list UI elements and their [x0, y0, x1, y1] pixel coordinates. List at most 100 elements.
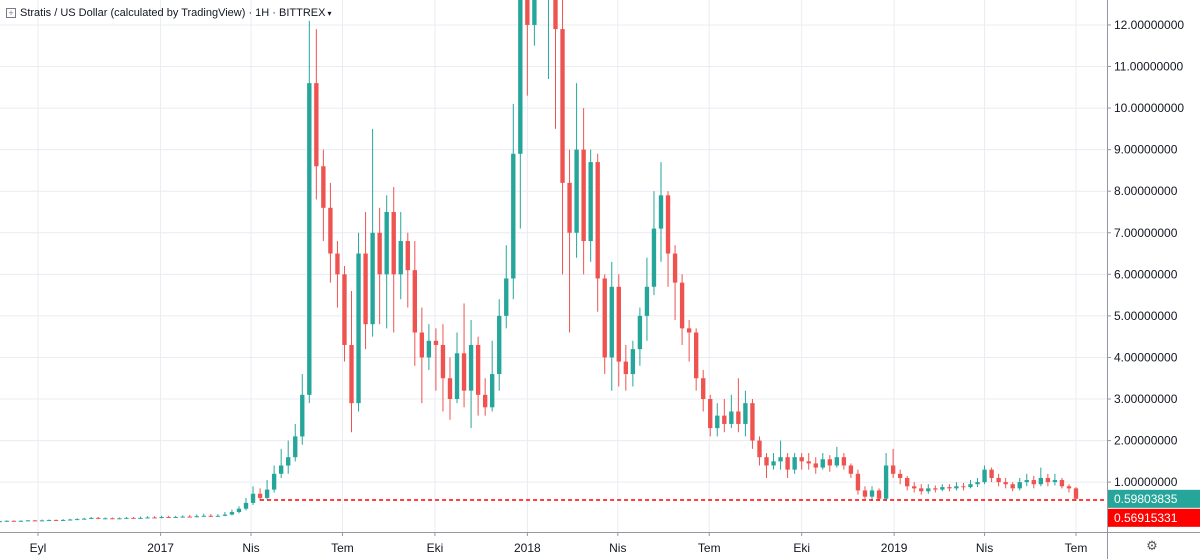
candle-body [890, 465, 896, 474]
candle [518, 0, 523, 229]
candle-body [820, 459, 825, 468]
candle [715, 403, 720, 437]
candle-body [919, 488, 924, 492]
candle [166, 515, 171, 519]
time-tick-label: Tem [698, 541, 721, 555]
candle [743, 390, 748, 437]
candle [53, 519, 59, 521]
candle [609, 261, 614, 391]
candle-body [905, 477, 910, 487]
candle [905, 475, 910, 491]
candle-body [194, 516, 199, 518]
candle-body [257, 493, 263, 498]
candle [799, 453, 804, 470]
candle-body [876, 490, 882, 499]
candle-body [595, 162, 600, 279]
candle-body [187, 516, 192, 518]
candle-body [883, 465, 889, 499]
candle-body [912, 486, 917, 489]
candle-body [504, 278, 509, 316]
candle-body [771, 461, 776, 466]
candle-body [152, 517, 157, 519]
chart-title: Stratis / US Dollar (calculated by Tradi… [20, 7, 326, 19]
candle [482, 378, 488, 416]
candle-body [567, 182, 572, 233]
candle-body [996, 477, 1001, 483]
price-tick-label: 9.00000000 [1114, 143, 1178, 157]
candle-body [384, 211, 389, 275]
candle-body [138, 517, 143, 519]
candle [250, 486, 256, 505]
candle-body [159, 517, 164, 519]
candle [1024, 473, 1029, 487]
candle [834, 446, 840, 468]
candle-body [32, 520, 38, 522]
time-tick-label: 2019 [881, 541, 908, 555]
candle-body [370, 232, 375, 325]
candle [1052, 473, 1058, 486]
candle [820, 453, 825, 470]
candle-body [46, 519, 52, 521]
candle-body [609, 286, 614, 358]
candle-body [989, 469, 994, 478]
chevron-down-icon[interactable]: ▾ [327, 8, 332, 18]
candle-body [672, 253, 678, 283]
candle-body [616, 286, 621, 362]
candle [778, 440, 783, 470]
candle [314, 29, 319, 200]
chart-header[interactable]: + Stratis / US Dollar (calculated by Tra… [6, 5, 331, 21]
time-tick-label: Tem [1065, 541, 1088, 555]
candle [25, 519, 31, 522]
candle [447, 357, 453, 420]
candle-body [658, 195, 664, 229]
candle-body [736, 411, 741, 424]
candle [658, 162, 664, 262]
candle [665, 191, 671, 287]
candle-body [215, 515, 221, 517]
candle [869, 486, 875, 501]
candle [989, 467, 994, 483]
candle [848, 463, 854, 478]
candle [532, 0, 537, 46]
candle [497, 299, 502, 391]
candle-body [321, 166, 326, 208]
candle [4, 520, 10, 522]
candle [982, 465, 987, 485]
candle [862, 486, 868, 499]
candle-body [201, 515, 206, 517]
time-tick-label: Tem [331, 541, 354, 555]
time-tick-label: Eyl [30, 541, 47, 555]
candle [377, 207, 382, 325]
candle [912, 482, 917, 493]
symbol-toggle-icon[interactable]: + [6, 8, 16, 18]
candle-body [426, 340, 432, 358]
gear-icon[interactable]: ⚙ [1146, 538, 1158, 553]
candle-body [468, 344, 474, 391]
candle-body [665, 195, 671, 254]
candle-body [799, 457, 804, 462]
candle [623, 344, 629, 391]
candle [236, 506, 242, 514]
candle [940, 484, 945, 492]
candle-body [243, 502, 249, 509]
candle [975, 477, 980, 488]
candle [961, 482, 966, 491]
candle-body [778, 457, 783, 462]
candle [693, 328, 699, 391]
candle [440, 324, 446, 412]
price-tick-label: 5.00000000 [1114, 309, 1178, 323]
candle-body [637, 315, 643, 350]
candle [110, 517, 115, 520]
candle-body [1059, 480, 1065, 487]
candle [243, 497, 249, 511]
price-tick-label: 1.00000000 [1114, 475, 1178, 489]
candle [328, 182, 333, 283]
price-tick-label: 8.00000000 [1114, 184, 1178, 198]
candle-body [602, 278, 607, 358]
candle-body [82, 518, 87, 520]
candle-body [968, 484, 973, 488]
candle [60, 519, 66, 521]
candle [75, 518, 80, 521]
candle-body [307, 83, 312, 395]
